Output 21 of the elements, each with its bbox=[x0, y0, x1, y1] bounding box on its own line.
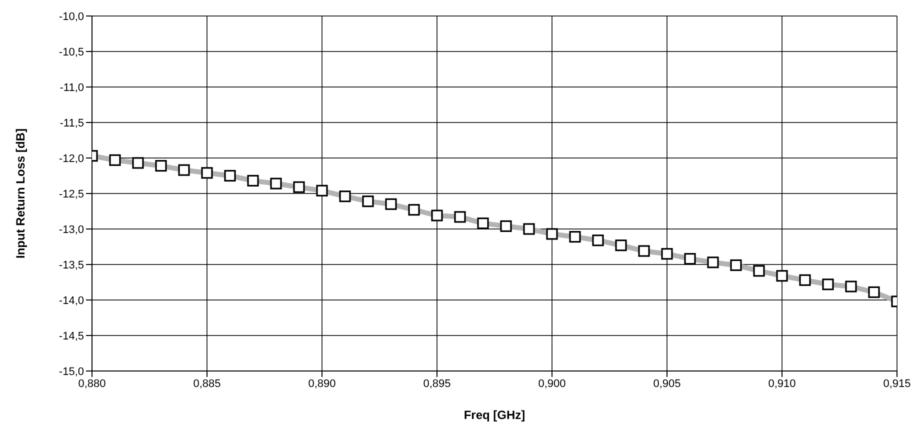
x-axis-title: Freq [GHz] bbox=[464, 408, 526, 422]
x-tick-label: 0,900 bbox=[538, 378, 566, 390]
y-axis-title: Input Return Loss [dB] bbox=[13, 128, 28, 258]
x-tick-label: 0,890 bbox=[308, 378, 336, 390]
x-tick-label: 0,905 bbox=[653, 378, 681, 390]
y-tick-label: -13,0 bbox=[58, 224, 84, 236]
y-tick-label: -13,5 bbox=[58, 259, 84, 272]
y-tick-label: -12,5 bbox=[58, 188, 84, 200]
y-tick-label: -10,5 bbox=[58, 46, 84, 58]
y-tick-label: -15,0 bbox=[58, 366, 84, 378]
y-tick-label: -10,0 bbox=[58, 10, 84, 23]
x-tick-label: 0,895 bbox=[423, 378, 451, 390]
y-tick-label: -11,5 bbox=[60, 117, 84, 130]
x-tick-label: 0,915 bbox=[883, 378, 911, 390]
y-tick-label: -11,0 bbox=[60, 82, 84, 94]
y-tick-label: -12,0 bbox=[58, 152, 84, 165]
x-tick-label: 0,880 bbox=[78, 378, 106, 390]
x-tick-label: 0,910 bbox=[768, 378, 796, 390]
y-tick-label: -14,0 bbox=[58, 294, 84, 307]
y-tick-label: -14,5 bbox=[58, 330, 84, 342]
x-tick-label: 0,885 bbox=[193, 378, 221, 390]
